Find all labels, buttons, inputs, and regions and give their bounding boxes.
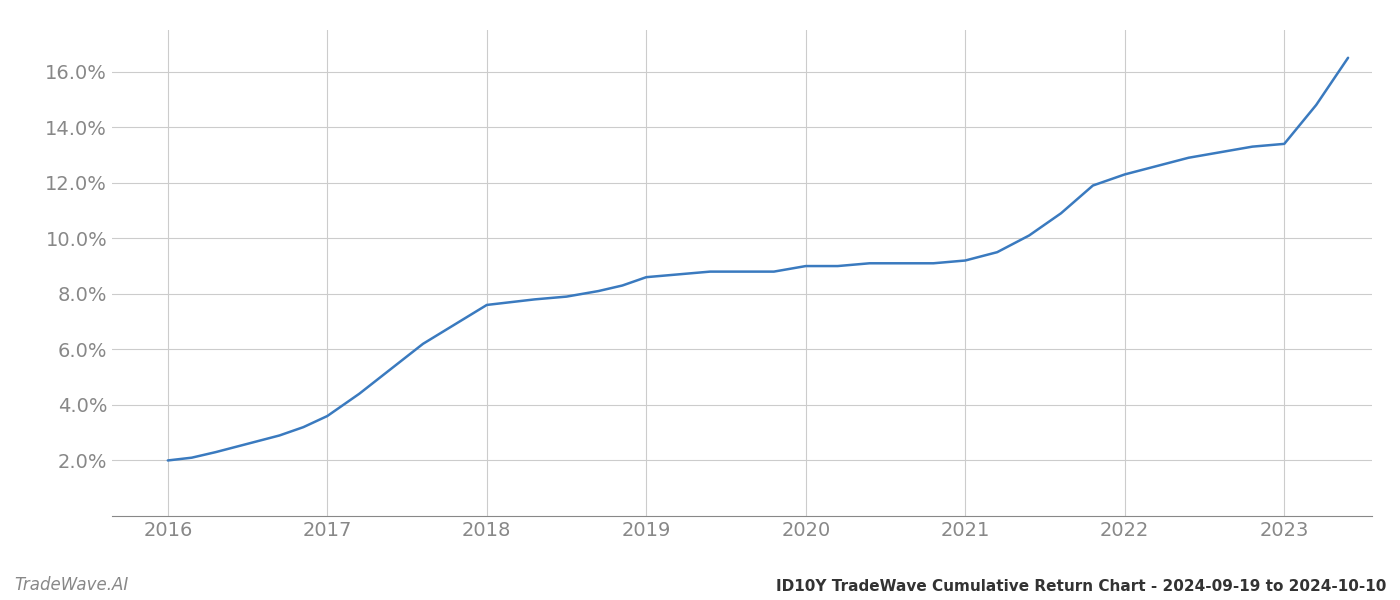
- Text: TradeWave.AI: TradeWave.AI: [14, 576, 129, 594]
- Text: ID10Y TradeWave Cumulative Return Chart - 2024-09-19 to 2024-10-10: ID10Y TradeWave Cumulative Return Chart …: [776, 579, 1386, 594]
